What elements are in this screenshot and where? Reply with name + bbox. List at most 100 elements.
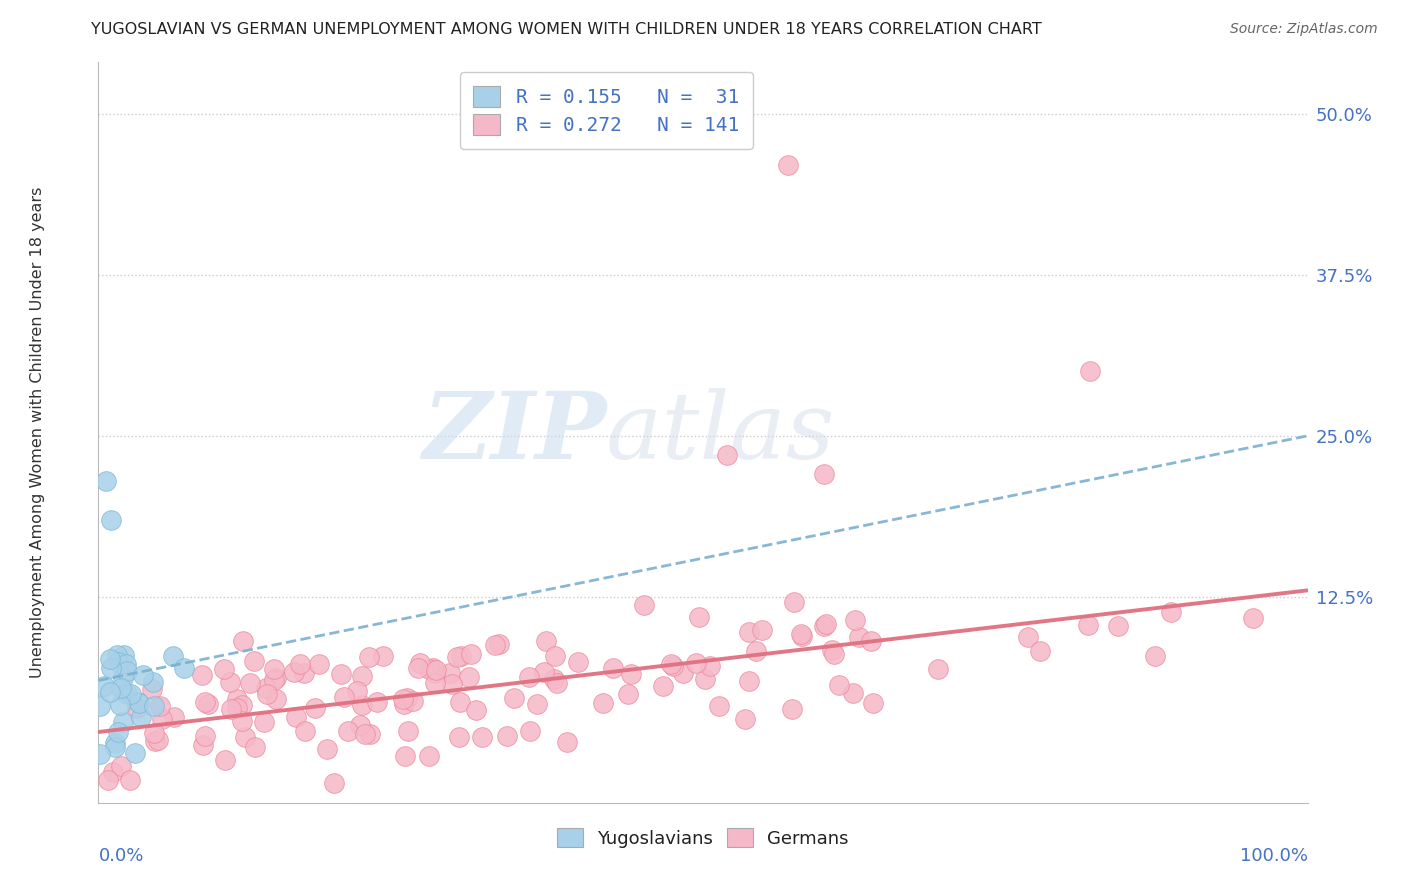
- Text: atlas: atlas: [606, 388, 835, 477]
- Point: [790, 629, 813, 643]
- Point: [716, 448, 738, 462]
- Point: [371, 648, 394, 663]
- Point: [1241, 610, 1264, 624]
- Text: Source: ZipAtlas.com: Source: ZipAtlas.com: [1230, 22, 1378, 37]
- Point: [150, 712, 173, 726]
- Point: [450, 649, 472, 664]
- Point: [104, 736, 127, 750]
- Point: [231, 714, 253, 728]
- Point: [519, 723, 541, 738]
- Point: [288, 657, 311, 671]
- Point: [350, 669, 373, 683]
- Point: [616, 687, 638, 701]
- Point: [745, 644, 768, 658]
- Point: [366, 695, 388, 709]
- Point: [695, 672, 717, 686]
- Point: [567, 655, 589, 669]
- Point: [89, 698, 111, 713]
- Point: [1017, 630, 1039, 644]
- Point: [100, 512, 122, 526]
- Point: [860, 633, 883, 648]
- Point: [132, 668, 155, 682]
- Point: [447, 730, 470, 744]
- Point: [359, 727, 381, 741]
- Point: [100, 661, 122, 675]
- Point: [446, 650, 468, 665]
- Point: [394, 749, 416, 764]
- Point: [633, 599, 655, 613]
- Point: [128, 697, 150, 711]
- Point: [1029, 644, 1052, 658]
- Point: [394, 697, 416, 711]
- Point: [125, 700, 148, 714]
- Point: [110, 759, 132, 773]
- Point: [842, 686, 865, 700]
- Point: [814, 617, 837, 632]
- Point: [254, 681, 277, 696]
- Point: [1107, 619, 1129, 633]
- Point: [118, 772, 141, 787]
- Point: [602, 661, 624, 675]
- Point: [780, 702, 803, 716]
- Point: [124, 746, 146, 760]
- Point: [546, 675, 568, 690]
- Point: [231, 698, 253, 712]
- Point: [143, 726, 166, 740]
- Point: [471, 730, 494, 744]
- Point: [218, 675, 240, 690]
- Point: [689, 610, 711, 624]
- Point: [194, 729, 217, 743]
- Point: [651, 679, 673, 693]
- Point: [813, 619, 835, 633]
- Point: [425, 663, 447, 677]
- Point: [264, 691, 287, 706]
- Point: [425, 676, 447, 690]
- Point: [194, 695, 217, 709]
- Point: [352, 698, 374, 713]
- Point: [738, 624, 761, 639]
- Point: [391, 692, 413, 706]
- Point: [107, 725, 129, 739]
- Point: [98, 685, 121, 699]
- Point: [844, 613, 866, 627]
- Point: [488, 637, 510, 651]
- Point: [111, 715, 134, 730]
- Point: [406, 661, 429, 675]
- Point: [127, 695, 149, 709]
- Point: [115, 657, 138, 672]
- Point: [232, 634, 254, 648]
- Point: [357, 649, 380, 664]
- Point: [129, 710, 152, 724]
- Point: [346, 684, 368, 698]
- Point: [214, 662, 236, 676]
- Point: [263, 673, 285, 687]
- Point: [294, 724, 316, 739]
- Point: [439, 666, 461, 681]
- Point: [163, 710, 186, 724]
- Point: [219, 702, 242, 716]
- Point: [449, 695, 471, 709]
- Point: [239, 676, 262, 690]
- Point: [284, 710, 307, 724]
- Point: [526, 697, 548, 711]
- Point: [1160, 605, 1182, 619]
- Point: [927, 663, 949, 677]
- Point: [225, 700, 247, 714]
- Point: [543, 673, 565, 687]
- Point: [620, 667, 643, 681]
- Point: [214, 753, 236, 767]
- Point: [544, 648, 567, 663]
- Point: [146, 733, 169, 747]
- Point: [193, 738, 215, 752]
- Point: [308, 657, 330, 671]
- Point: [422, 661, 444, 675]
- Text: 0.0%: 0.0%: [98, 847, 143, 865]
- Point: [402, 693, 425, 707]
- Point: [143, 734, 166, 748]
- Point: [738, 673, 761, 688]
- Point: [316, 742, 339, 756]
- Point: [821, 642, 844, 657]
- Point: [396, 724, 419, 739]
- Point: [323, 776, 346, 790]
- Point: [734, 712, 756, 726]
